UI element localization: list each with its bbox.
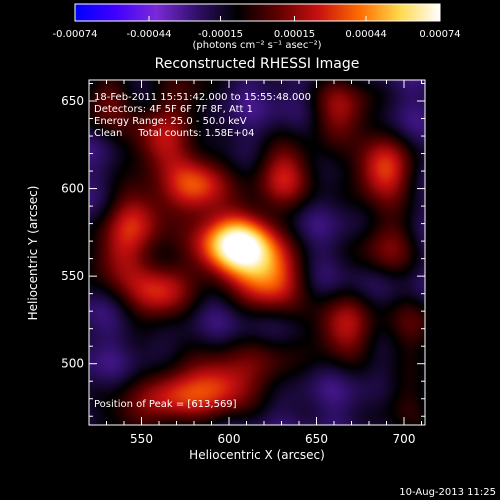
colorbar-tick-label: 0.00015	[274, 29, 315, 40]
x-axis-label: Heliocentric X (arcsec)	[189, 448, 325, 462]
colorbar-ticks: -0.00074 -0.00044 -0.00015 0.00015 0.00044 0.…	[53, 16, 461, 40]
annotation-peak-position: Position of Peak = [613,569]	[94, 399, 237, 410]
colorbar	[74, 3, 441, 22]
x-tick-label: 600	[218, 432, 241, 446]
colorbar-tick-label: -0.00044	[127, 29, 172, 40]
y-tick-label: 500	[61, 357, 84, 371]
y-tick-label: 550	[61, 269, 84, 283]
annotation-energy-range: Energy Range: 25.0 - 50.0 keV	[94, 116, 247, 127]
footer-date: 10-Aug-2013 11:25	[399, 487, 496, 498]
colorbar-tick-label: -0.00015	[198, 29, 243, 40]
colorbar-tick-label: -0.00074	[53, 29, 98, 40]
colorbar-tick-label: 0.00044	[345, 29, 386, 40]
colorbar-tick-label: 0.00074	[419, 29, 460, 40]
x-tick-label: 650	[305, 432, 328, 446]
heatmap-image	[89, 80, 425, 425]
y-tick-label: 650	[61, 94, 84, 108]
chart-title: Reconstructed RHESSI Image	[155, 56, 360, 72]
y-tick-label: 600	[61, 182, 84, 196]
colorbar-unit-label: (photons cm⁻² s⁻¹ asec⁻²)	[192, 40, 321, 51]
x-tick-label: 700	[393, 432, 416, 446]
x-tick-label: 550	[130, 432, 153, 446]
annotation-clean-counts: Clean Total counts: 1.58E+04	[94, 128, 254, 139]
axis-ticks: 550 600 650 700 500 550 600 650	[61, 80, 425, 446]
annotation-time-range: 18-Feb-2011 15:51:42.000 to 15:55:48.000	[94, 92, 311, 103]
annotation-detectors: Detectors: 4F 5F 6F 7F 8F, Att 1	[94, 104, 253, 115]
y-axis-label: Heliocentric Y (arcsec)	[26, 186, 40, 321]
plot-frame	[88, 79, 426, 426]
